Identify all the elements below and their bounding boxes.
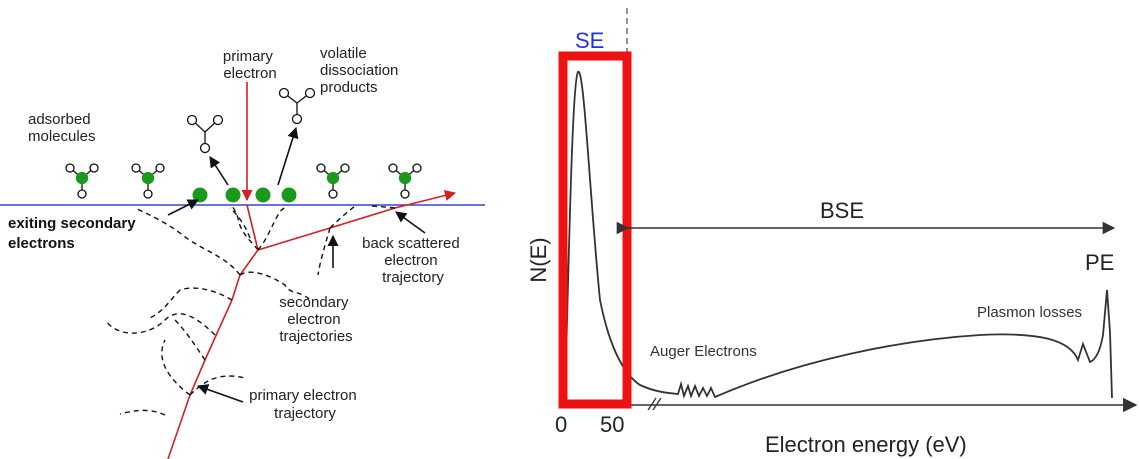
dissociated-atoms	[192, 187, 297, 203]
label-primary-trajectory: primary electron trajectory	[249, 387, 361, 422]
label-se: SE	[575, 28, 604, 53]
back-scattered-trajectory-line	[257, 190, 457, 251]
green-atom	[192, 187, 208, 203]
arrow-primary-trajectory	[196, 384, 244, 403]
adsorbed-molecules-group	[65, 163, 422, 199]
x-axis-label: Electron energy (eV)	[765, 432, 967, 457]
se-highlight-box	[558, 51, 632, 409]
green-atom	[255, 187, 271, 203]
x-tick-0: 0	[555, 412, 567, 437]
label-adsorbed-molecules: adsorbed molecules	[28, 111, 96, 145]
arrow-product-left	[209, 156, 229, 186]
axis-break-marks	[647, 397, 662, 411]
electron-interaction-diagram: primary electron volatile dissociation p…	[0, 45, 485, 459]
volatile-products-group	[186, 87, 316, 154]
adsorbed-molecule	[65, 163, 99, 199]
y-axis-label: N(E)	[526, 237, 551, 282]
volatile-molecule	[278, 87, 316, 125]
arrow-back-scattered	[395, 211, 426, 234]
arrow-exiting-secondary	[167, 199, 200, 216]
green-atom	[281, 187, 297, 203]
label-exiting-secondary: exiting secondary electrons	[8, 215, 140, 252]
green-atom	[225, 187, 241, 203]
label-auger-electrons: Auger Electrons	[650, 343, 757, 360]
label-back-scattered: back scattered electron trajectory	[362, 235, 464, 286]
label-plasmon-losses: Plasmon losses	[977, 304, 1082, 321]
x-tick-50: 50	[600, 412, 624, 437]
arrow-product-right	[277, 126, 299, 186]
annotation-arrows	[167, 126, 426, 403]
secondary-electron-trajectories	[104, 205, 396, 416]
adsorbed-molecule	[388, 163, 422, 199]
adsorbed-molecule	[131, 163, 165, 199]
volatile-molecule	[186, 114, 224, 154]
label-bse: BSE	[820, 198, 864, 223]
adsorbed-molecule	[316, 163, 350, 199]
spectrum-curve	[564, 71, 1113, 403]
label-volatile-products: volatile dissociation products	[320, 45, 403, 96]
label-secondary-trajectories: secondary electron trajectories	[279, 294, 352, 345]
label-primary-electron: primary electron	[223, 48, 277, 82]
primary-electron-trajectory-line	[167, 204, 259, 459]
label-pe: PE	[1085, 250, 1114, 275]
energy-spectrum-diagram: SE BSE PE Plasmon losses Auger Electrons…	[526, 8, 1138, 457]
